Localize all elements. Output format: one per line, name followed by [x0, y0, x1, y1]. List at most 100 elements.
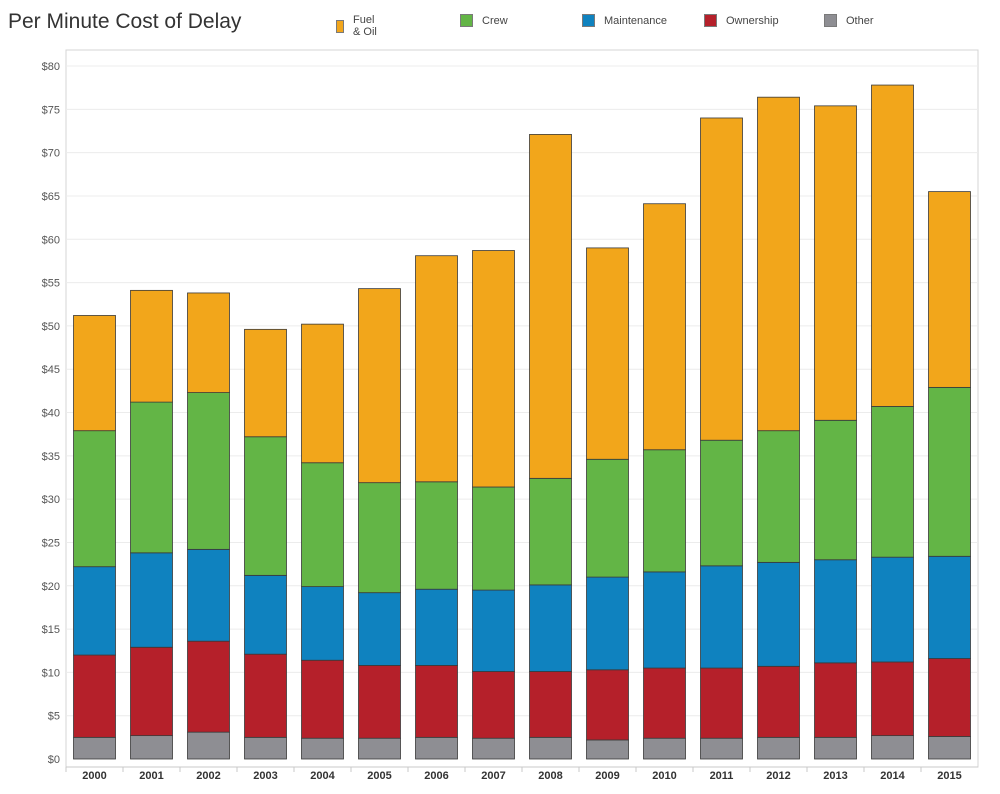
legend-swatch: [824, 14, 837, 27]
y-tick-label: $50: [42, 321, 60, 333]
bar-other-2002: 2002 Other: $3.1: [187, 731, 230, 760]
bar-fuel-oil-2007: 2007 Fuel & Oil: $27.3: [472, 250, 515, 488]
legend-item-fuel-oil[interactable]: Fuel & Oil: [336, 14, 379, 38]
x-tick-label: 2011: [710, 770, 734, 782]
bar-other-2010: 2010 Other: $2.4: [643, 737, 686, 760]
legend-swatch: [704, 14, 717, 27]
bar-other-2003: 2003 Other: $2.5: [244, 736, 287, 760]
x-tick-label: 2006: [424, 770, 448, 782]
bar-fuel-oil-2014: 2014 Fuel & Oil: $37.1: [871, 84, 914, 407]
bar-crew-2002: 2002 Crew: $18.1: [187, 392, 230, 550]
bar-crew-2008: 2008 Crew: $12.3: [529, 477, 572, 586]
bar-crew-2012: 2012 Crew: $15.2: [757, 430, 800, 563]
legend-label: Maintenance: [604, 14, 667, 27]
x-tick-label: 2004: [310, 770, 335, 782]
bar-crew-2003: 2003 Crew: $16: [244, 436, 287, 576]
bar-other-2001: 2001 Other: $2.7: [130, 735, 173, 760]
bar-fuel-oil-2002: 2002 Fuel & Oil: $11.5: [187, 292, 230, 393]
bar-crew-2014: 2014 Crew: $17.4: [871, 406, 914, 558]
bar-maintenance-2003: 2003 Maintenance: $9.1: [244, 574, 287, 655]
bar-crew-2001: 2001 Crew: $17.4: [130, 401, 173, 554]
y-tick-label: $30: [42, 494, 60, 506]
bar-crew-2011: 2011 Crew: $14.5: [700, 439, 743, 567]
bar-fuel-oil-2006: 2006 Fuel & Oil: $26.1: [415, 255, 458, 483]
bar-crew-2005: 2005 Crew: $12.7: [358, 482, 401, 594]
bar-other-2006: 2006 Other: $2.5: [415, 736, 458, 760]
bar-crew-2013: 2013 Crew: $16.1: [814, 419, 857, 561]
y-tick-label: $5: [48, 711, 60, 723]
bar-fuel-oil-2015: 2015 Fuel & Oil: $22.6: [928, 191, 971, 388]
bar-other-2008: 2008 Other: $2.5: [529, 736, 572, 760]
bar-ownership-2000: 2000 Ownership: $9.5: [73, 654, 116, 738]
legend-label: Fuel & Oil: [353, 14, 377, 38]
legend-item-crew[interactable]: Crew: [460, 14, 508, 27]
legend-label: Other: [846, 14, 874, 27]
bar-maintenance-2001: 2001 Maintenance: $10.9: [130, 552, 173, 648]
bar-ownership-2004: 2004 Ownership: $9: [301, 659, 344, 739]
bar-maintenance-2005: 2005 Maintenance: $8.4: [358, 592, 401, 666]
legend-label: Crew: [482, 14, 508, 27]
chart-title: Per Minute Cost of Delay: [8, 10, 242, 33]
bar-maintenance-2010: 2010 Maintenance: $11.1: [643, 571, 686, 669]
bar-fuel-oil-2001: 2001 Fuel & Oil: $12.9: [130, 289, 173, 403]
y-tick-label: $10: [42, 667, 60, 679]
x-tick-label: 2015: [937, 770, 961, 782]
bar-ownership-2007: 2007 Ownership: $7.7: [472, 671, 515, 739]
y-tick-label: $15: [42, 624, 60, 636]
bar-maintenance-2013: 2013 Maintenance: $11.9: [814, 559, 857, 664]
bar-other-2000: 2000 Other: $2.5: [73, 736, 116, 760]
bar-ownership-2006: 2006 Ownership: $8.3: [415, 665, 458, 738]
x-tick-label: 2008: [538, 770, 562, 782]
y-tick-label: $70: [42, 148, 60, 160]
bar-ownership-2009: 2009 Ownership: $8.1: [586, 669, 629, 741]
bar-ownership-2010: 2010 Ownership: $8.1: [643, 667, 686, 739]
bar-ownership-2011: 2011 Ownership: $8.1: [700, 667, 743, 739]
bar-ownership-2014: 2014 Ownership: $8.5: [871, 661, 914, 737]
x-tick-label: 2014: [880, 770, 905, 782]
bar-maintenance-2014: 2014 Maintenance: $12.1: [871, 556, 914, 663]
bar-other-2005: 2005 Other: $2.4: [358, 737, 401, 760]
y-tick-label: $40: [42, 408, 60, 420]
legend-label: Ownership: [726, 14, 779, 27]
bar-fuel-oil-2011: 2011 Fuel & Oil: $37.2: [700, 117, 743, 441]
y-tick-label: $65: [42, 191, 60, 203]
x-tick-label: 2002: [196, 770, 220, 782]
legend-swatch: [336, 19, 345, 33]
x-tick-label: 2003: [253, 770, 277, 782]
bar-crew-2004: 2004 Crew: $14.3: [301, 462, 344, 588]
bar-maintenance-2011: 2011 Maintenance: $11.8: [700, 565, 743, 669]
bar-other-2012: 2012 Other: $2.5: [757, 736, 800, 760]
bar-fuel-oil-2009: 2009 Fuel & Oil: $24.4: [586, 247, 629, 460]
bar-crew-2010: 2010 Crew: $14.1: [643, 449, 686, 573]
y-tick-label: $55: [42, 278, 60, 290]
legend-swatch: [582, 14, 595, 27]
bar-other-2007: 2007 Other: $2.4: [472, 737, 515, 760]
bar-crew-2006: 2006 Crew: $12.4: [415, 481, 458, 590]
bar-maintenance-2009: 2009 Maintenance: $10.7: [586, 576, 629, 671]
bar-ownership-2001: 2001 Ownership: $10.2: [130, 646, 173, 737]
legend-item-maintenance[interactable]: Maintenance: [582, 14, 667, 27]
bar-maintenance-2002: 2002 Maintenance: $10.6: [187, 548, 230, 642]
bar-fuel-oil-2013: 2013 Fuel & Oil: $36.3: [814, 105, 857, 421]
bar-maintenance-2008: 2008 Maintenance: $10: [529, 584, 572, 672]
bar-maintenance-2004: 2004 Maintenance: $8.5: [301, 586, 344, 661]
bar-crew-2015: 2015 Crew: $19.5: [928, 386, 971, 557]
bar-ownership-2008: 2008 Ownership: $7.6: [529, 671, 572, 738]
legend-item-ownership[interactable]: Ownership: [704, 14, 779, 27]
y-tick-label: $75: [42, 104, 60, 116]
bar-fuel-oil-2000: 2000 Fuel & Oil: $13.3: [73, 315, 116, 432]
bar-other-2013: 2013 Other: $2.5: [814, 736, 857, 760]
bar-maintenance-2000: 2000 Maintenance: $10.2: [73, 566, 116, 656]
y-tick-label: $0: [48, 754, 60, 766]
legend-item-other[interactable]: Other: [824, 14, 874, 27]
bar-other-2009: 2009 Other: $2.2: [586, 739, 629, 760]
bar-maintenance-2007: 2007 Maintenance: $9.4: [472, 589, 515, 672]
bar-fuel-oil-2012: 2012 Fuel & Oil: $38.5: [757, 96, 800, 432]
bar-fuel-oil-2008: 2008 Fuel & Oil: $39.7: [529, 134, 572, 479]
y-tick-label: $25: [42, 537, 60, 549]
bar-fuel-oil-2005: 2005 Fuel & Oil: $22.4: [358, 288, 401, 484]
bar-other-2014: 2014 Other: $2.7: [871, 735, 914, 760]
y-tick-label: $80: [42, 61, 60, 73]
x-tick-label: 2001: [139, 770, 163, 782]
